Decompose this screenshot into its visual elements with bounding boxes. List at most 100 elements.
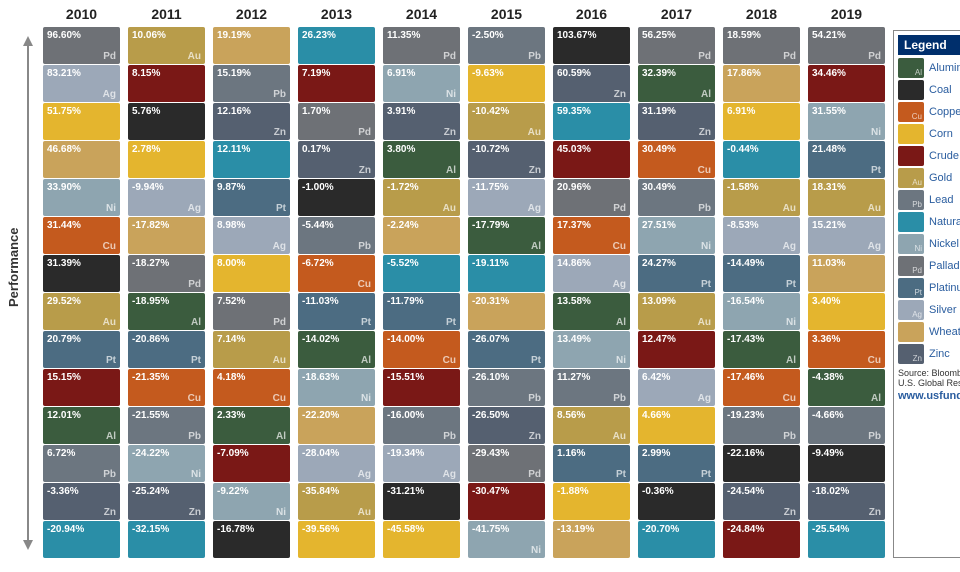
- cell-zn: 0.17%Zn: [298, 141, 375, 178]
- cell-pt: 2.99%Pt: [638, 445, 715, 482]
- cell-pb: -2.50%Pb: [468, 27, 545, 64]
- legend-title: Legend: [898, 35, 960, 55]
- cell-al: 13.58%Al: [553, 293, 630, 330]
- cell-wheat: -20.31%: [468, 293, 545, 330]
- cell-pb: 6.72%Pb: [43, 445, 120, 482]
- cell-al: 32.39%Al: [638, 65, 715, 102]
- cell-gas: -20.94%: [43, 521, 120, 558]
- cell-al: 12.01%Al: [43, 407, 120, 444]
- cell-wheat: -17.82%: [128, 217, 205, 254]
- cell-cu: -17.46%Cu: [723, 369, 800, 406]
- source-url: www.usfunds.com: [898, 390, 960, 402]
- year-header: 2010: [43, 6, 120, 26]
- cell-ni: -24.22%Ni: [128, 445, 205, 482]
- cell-zn: -18.02%Zn: [808, 483, 885, 520]
- cell-oil: 34.46%: [808, 65, 885, 102]
- cell-coal: 5.76%: [128, 103, 205, 140]
- legend-row: PdPalladium: [898, 256, 960, 276]
- cell-ni: -41.75%Ni: [468, 521, 545, 558]
- cell-zn: 31.19%Zn: [638, 103, 715, 140]
- cell-coal: 103.67%: [553, 27, 630, 64]
- performance-arrow: [21, 6, 35, 558]
- year-header: 2011: [128, 6, 205, 26]
- cell-coal: -31.21%: [383, 483, 460, 520]
- cell-zn: -3.36%Zn: [43, 483, 120, 520]
- cell-ni: 27.51%Ni: [638, 217, 715, 254]
- cell-pb: 15.19%Pb: [213, 65, 290, 102]
- cell-cu: 31.44%Cu: [43, 217, 120, 254]
- cell-ag: 15.21%Ag: [808, 217, 885, 254]
- cell-pb: -26.10%Pb: [468, 369, 545, 406]
- cell-ni: 13.49%Ni: [553, 331, 630, 368]
- cell-pd: 18.59%Pd: [723, 27, 800, 64]
- legend-row: Natural Gas: [898, 212, 960, 232]
- cell-cu: 30.49%Cu: [638, 141, 715, 178]
- cell-cu: 4.18%Cu: [213, 369, 290, 406]
- cell-wheat: -13.19%: [553, 521, 630, 558]
- cell-coal: -16.78%: [213, 521, 290, 558]
- cell-pt: 1.16%Pt: [553, 445, 630, 482]
- year-header: 2014: [383, 6, 460, 26]
- cell-cu: -6.72%Cu: [298, 255, 375, 292]
- cell-zn: -24.54%Zn: [723, 483, 800, 520]
- cell-oil: -7.09%: [213, 445, 290, 482]
- cell-al: -17.79%Al: [468, 217, 545, 254]
- cell-pt: 9.87%Pt: [213, 179, 290, 216]
- cell-gas: -32.15%: [128, 521, 205, 558]
- cell-au: 7.14%Au: [213, 331, 290, 368]
- cell-oil: 8.15%: [128, 65, 205, 102]
- cell-pd: 11.35%Pd: [383, 27, 460, 64]
- cell-ni: 33.90%Ni: [43, 179, 120, 216]
- cell-oil: -24.84%: [723, 521, 800, 558]
- cell-ni: -18.63%Ni: [298, 369, 375, 406]
- cell-pt: -11.79%Pt: [383, 293, 460, 330]
- cell-wheat: 17.86%: [723, 65, 800, 102]
- cell-gas: 26.23%: [298, 27, 375, 64]
- cell-corn: 51.75%: [43, 103, 120, 140]
- legend-row: AuGold: [898, 168, 960, 188]
- cell-wheat: -2.24%: [383, 217, 460, 254]
- year-header: 2018: [723, 6, 800, 26]
- cell-pt: -11.03%Pt: [298, 293, 375, 330]
- cell-gas: -0.44%: [723, 141, 800, 178]
- legend-row: AlAluminum: [898, 58, 960, 78]
- legend-row: PbLead: [898, 190, 960, 210]
- cell-ni: 31.55%Ni: [808, 103, 885, 140]
- cell-ag: 14.86%Ag: [553, 255, 630, 292]
- heatmap-grid: 2010201120122013201420152016201720182019…: [43, 6, 885, 558]
- cell-ag: 8.98%Ag: [213, 217, 290, 254]
- legend-row: Crude Oil: [898, 146, 960, 166]
- year-header: 2016: [553, 6, 630, 26]
- cell-oil: -15.51%: [383, 369, 460, 406]
- cell-pb: -19.23%Pb: [723, 407, 800, 444]
- cell-pb: -5.44%Pb: [298, 217, 375, 254]
- cell-corn: 2.78%: [128, 141, 205, 178]
- cell-corn: -9.63%: [468, 65, 545, 102]
- legend-row: CuCopper: [898, 102, 960, 122]
- legend-row: Coal: [898, 80, 960, 100]
- cell-corn: 8.00%: [213, 255, 290, 292]
- cell-zn: 12.16%Zn: [213, 103, 290, 140]
- cell-oil: 15.15%: [43, 369, 120, 406]
- cell-ni: -16.54%Ni: [723, 293, 800, 330]
- cell-al: 2.33%Al: [213, 407, 290, 444]
- cell-pd: 96.60%Pd: [43, 27, 120, 64]
- cell-ag: -28.04%Ag: [298, 445, 375, 482]
- cell-zn: -10.72%Zn: [468, 141, 545, 178]
- cell-au: -1.58%Au: [723, 179, 800, 216]
- legend-row: NiNickel: [898, 234, 960, 254]
- cell-au: 18.31%Au: [808, 179, 885, 216]
- cell-cu: 17.37%Cu: [553, 217, 630, 254]
- cell-gas: 59.35%: [553, 103, 630, 140]
- cell-ni: 6.91%Ni: [383, 65, 460, 102]
- cell-coal: -22.16%: [723, 445, 800, 482]
- year-header: 2012: [213, 6, 290, 26]
- cell-zn: 60.59%Zn: [553, 65, 630, 102]
- cell-pt: 24.27%Pt: [638, 255, 715, 292]
- cell-zn: -26.50%Zn: [468, 407, 545, 444]
- cell-pd: 20.96%Pd: [553, 179, 630, 216]
- cell-pt: -20.86%Pt: [128, 331, 205, 368]
- cell-cu: 3.36%Cu: [808, 331, 885, 368]
- cell-au: -35.84%Au: [298, 483, 375, 520]
- cell-pt: -26.07%Pt: [468, 331, 545, 368]
